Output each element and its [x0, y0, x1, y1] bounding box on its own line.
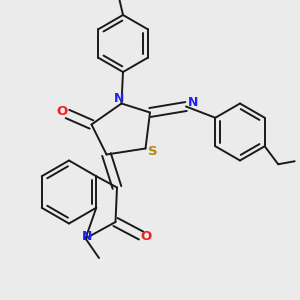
Text: O: O: [141, 230, 152, 244]
Text: S: S: [148, 145, 158, 158]
Text: N: N: [188, 96, 198, 110]
Text: O: O: [56, 104, 68, 118]
Text: N: N: [114, 92, 124, 106]
Text: N: N: [82, 230, 92, 244]
